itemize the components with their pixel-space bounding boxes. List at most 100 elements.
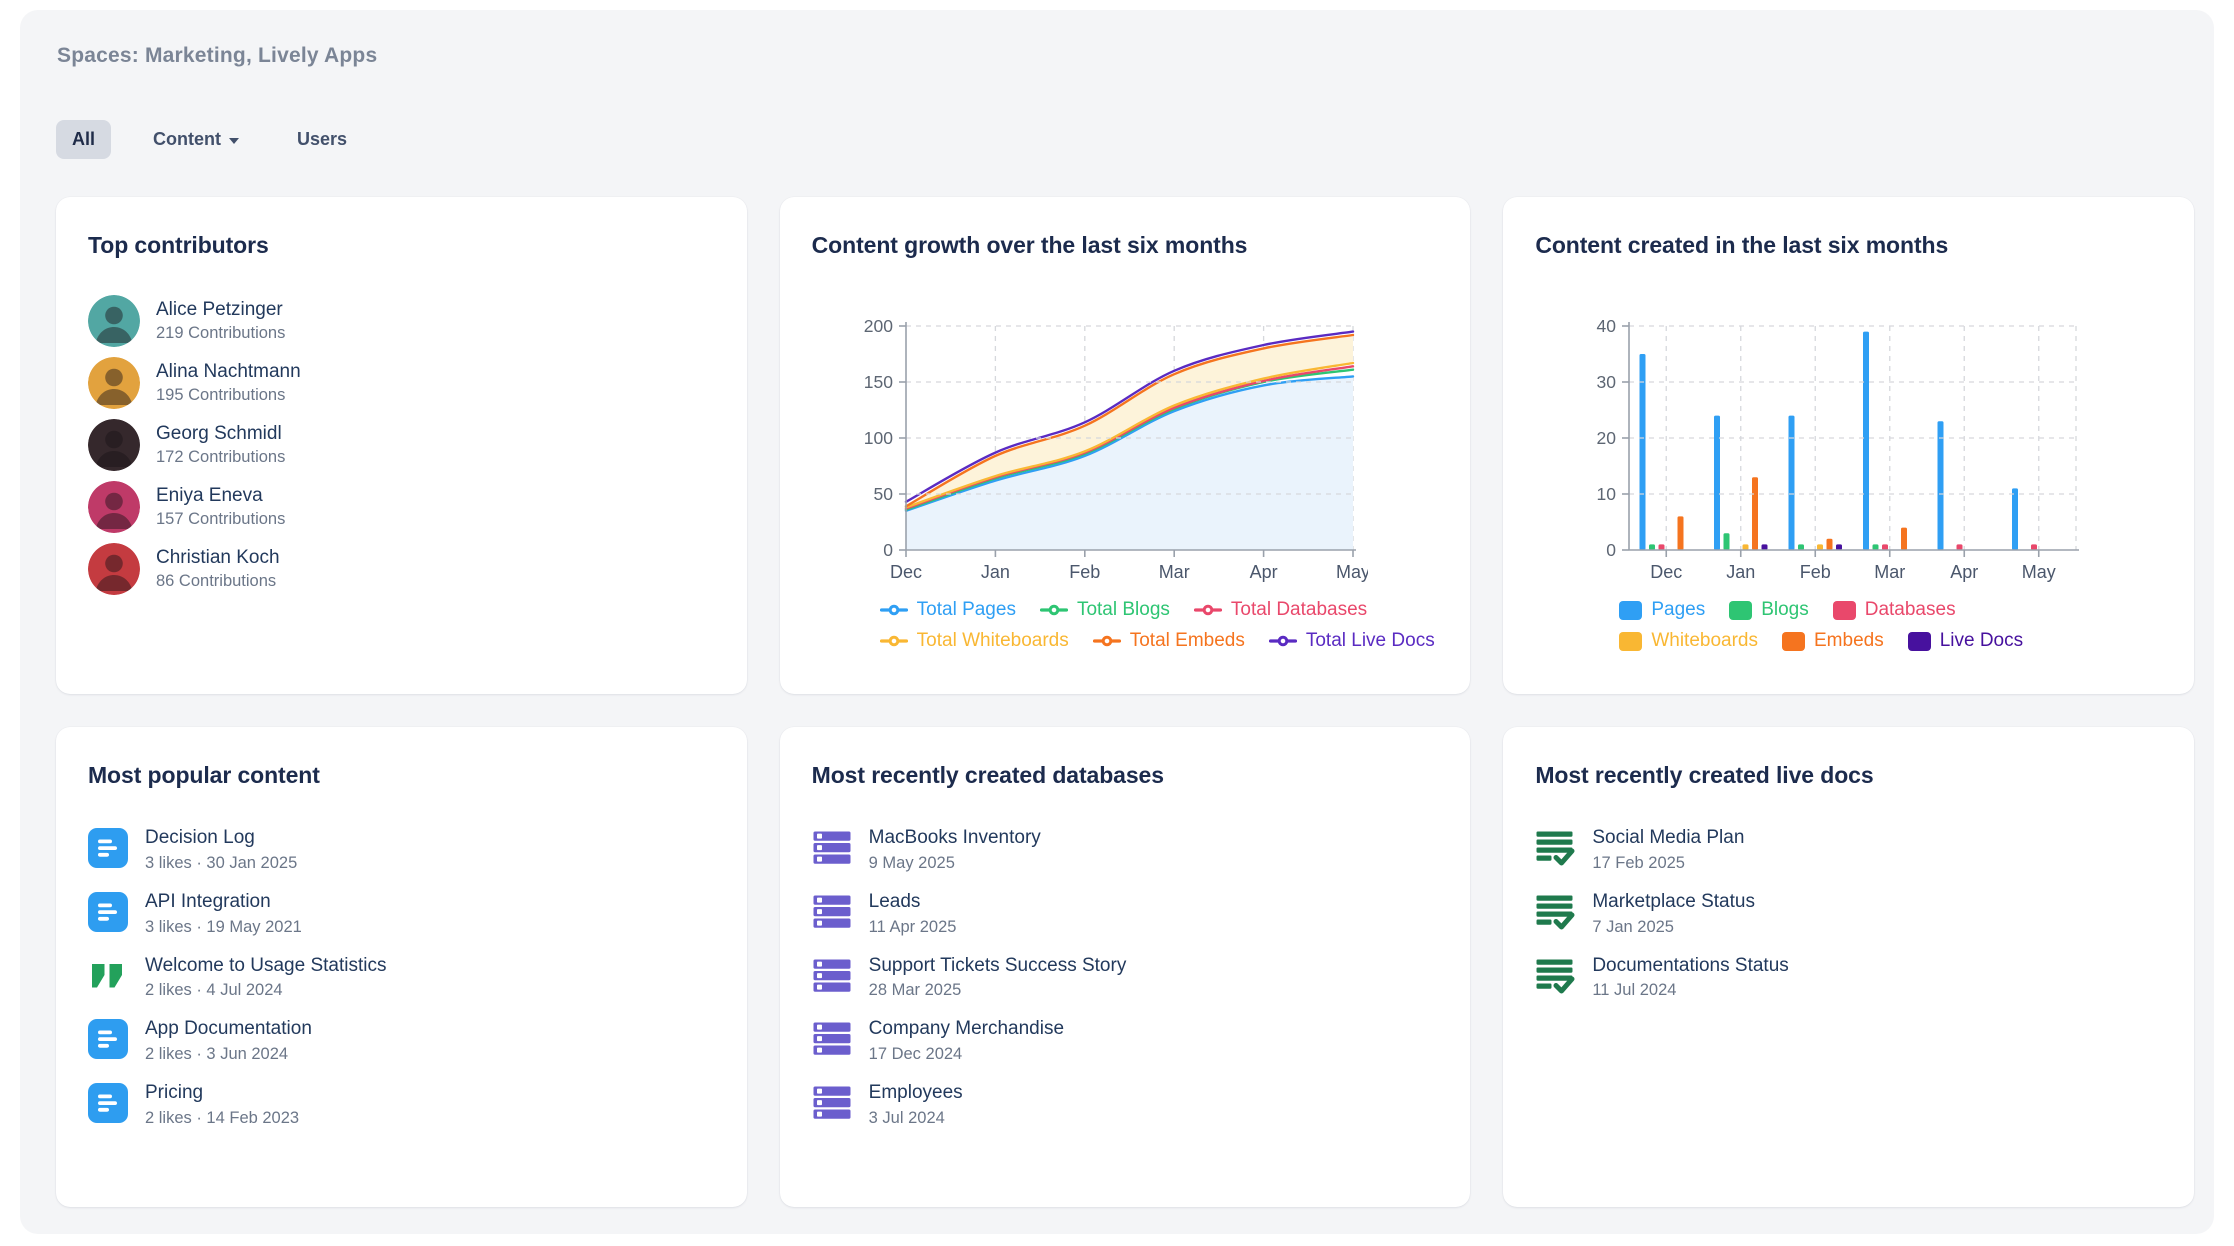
legend-item-pages[interactable]: Pages	[1619, 599, 1705, 621]
legend-swatch	[1832, 600, 1856, 620]
livedoc-item[interactable]: Documentations Status 11 Jul 2024	[1535, 955, 2164, 1001]
database-item[interactable]: Employees 3 Jul 2024	[812, 1082, 1441, 1128]
item-text: Company Merchandise 17 Dec 2024	[869, 1018, 1064, 1064]
database-item[interactable]: MacBooks Inventory 9 May 2025	[812, 827, 1441, 873]
database-icon	[813, 831, 851, 864]
legend-item-live-docs[interactable]: Live Docs	[1907, 630, 2023, 652]
content-growth-chart: 0 50 100 150 200 Dec Jan Feb Mar Apr May	[848, 313, 1441, 587]
line-legend-marker	[1193, 604, 1222, 616]
item-text: Support Tickets Success Story 28 Mar 2025	[869, 955, 1127, 1001]
item-meta: 3 likes · 30 Jan 2025	[145, 853, 298, 872]
legend-item-blogs[interactable]: Blogs	[1729, 599, 1809, 621]
tab-users-label: Users	[297, 129, 348, 149]
item-icon-wrap	[812, 956, 852, 996]
contributor-row[interactable]: Eniya Eneva 157 Contributions	[88, 481, 717, 533]
legend-item-total-pages[interactable]: Total Pages	[879, 599, 1016, 621]
svg-text:200: 200	[863, 316, 892, 336]
legend-row: Whiteboards Embeds Live Docs	[1619, 630, 2164, 652]
svg-text:May: May	[2022, 562, 2056, 582]
contributor-contributions: 86 Contributions	[156, 572, 277, 591]
item-text: Documentations Status 11 Jul 2024	[1592, 955, 1788, 1001]
contributor-name: Alice Petzinger	[156, 298, 283, 320]
popular-content-item[interactable]: Welcome to Usage Statistics 2 likes · 4 J…	[88, 955, 717, 1001]
legend-label: Whiteboards	[1651, 630, 1758, 651]
item-text: Marketplace Status 7 Jan 2025	[1592, 891, 1755, 937]
popular-content-item[interactable]: Decision Log 3 likes · 30 Jan 2025	[88, 827, 717, 873]
tab-all[interactable]: All	[56, 120, 112, 159]
contributor-row[interactable]: Alina Nachtmann 195 Contributions	[88, 357, 717, 409]
item-meta: 2 likes · 4 Jul 2024	[145, 981, 283, 1000]
legend-item-whiteboards[interactable]: Whiteboards	[1619, 630, 1758, 652]
legend-swatch	[1619, 600, 1643, 620]
contributor-name: Alina Nachtmann	[156, 360, 301, 382]
contributor-row[interactable]: Christian Koch 86 Contributions	[88, 543, 717, 595]
line-legend-marker	[1268, 635, 1297, 647]
tab-users[interactable]: Users	[281, 120, 363, 159]
legend-label: Total Embeds	[1129, 630, 1245, 651]
legend-item-total-databases[interactable]: Total Databases	[1193, 599, 1367, 621]
livedoc-item[interactable]: Social Media Plan 17 Feb 2025	[1535, 827, 2164, 873]
tab-content-label: Content	[153, 129, 221, 149]
popular-content-item[interactable]: API Integration 3 likes · 19 May 2021	[88, 891, 717, 937]
avatar	[88, 357, 140, 409]
livedoc-item[interactable]: Marketplace Status 7 Jan 2025	[1535, 891, 2164, 937]
page-icon	[88, 891, 128, 932]
avatar-wrap	[88, 543, 140, 595]
line-legend-marker	[1092, 635, 1121, 647]
item-icon-wrap	[1535, 956, 1575, 996]
card-recent-databases: Most recently created databases MacBooks…	[779, 727, 1471, 1207]
contributor-row[interactable]: Alice Petzinger 219 Contributions	[88, 295, 717, 347]
database-icon	[813, 1086, 851, 1119]
item-title: MacBooks Inventory	[868, 827, 1041, 848]
item-icon-wrap	[88, 891, 128, 932]
item-title: Support Tickets Success Story	[868, 954, 1127, 976]
card-title: Most recently created live docs	[1535, 762, 1874, 788]
legend-item-total-live-docs[interactable]: Total Live Docs	[1268, 630, 1435, 652]
database-item[interactable]: Company Merchandise 17 Dec 2024	[812, 1018, 1441, 1064]
svg-text:Jan: Jan	[981, 562, 1010, 582]
svg-text:40: 40	[1597, 316, 1617, 336]
recent-livedocs-list: Social Media Plan 17 Feb 2025 Marketplace …	[1535, 827, 2164, 1000]
item-icon-wrap	[812, 892, 852, 932]
livedoc-icon	[1536, 895, 1575, 930]
svg-text:Dec: Dec	[890, 562, 922, 582]
card-content-created: Content created in the last six months 0…	[1503, 197, 2194, 694]
legend-item-total-whiteboards[interactable]: Total Whiteboards	[879, 630, 1069, 652]
svg-text:Dec: Dec	[1651, 562, 1683, 582]
item-text: Welcome to Usage Statistics 2 likes · 4 J…	[145, 955, 386, 1001]
contributor-row[interactable]: Georg Schmidl 172 Contributions	[88, 419, 717, 471]
svg-text:Feb: Feb	[1800, 562, 1831, 582]
contributor-text: Eniya Eneva 157 Contributions	[156, 485, 285, 530]
page-title: Spaces: Marketing, Lively Apps	[57, 44, 378, 67]
item-meta: 11 Apr 2025	[868, 917, 957, 936]
svg-text:Jan: Jan	[1727, 562, 1756, 582]
item-icon-wrap	[88, 956, 128, 996]
line-legend-marker	[879, 604, 908, 616]
legend-item-total-embeds[interactable]: Total Embeds	[1092, 630, 1245, 652]
popular-content-item[interactable]: Pricing 2 likes · 14 Feb 2023	[88, 1082, 717, 1128]
item-text: Employees 3 Jul 2024	[869, 1082, 963, 1128]
database-item[interactable]: Support Tickets Success Story 28 Mar 2025	[812, 955, 1441, 1001]
database-item[interactable]: Leads 11 Apr 2025	[812, 891, 1441, 937]
page-icon	[88, 828, 128, 868]
item-text: App Documentation 2 likes · 3 Jun 2024	[145, 1018, 312, 1064]
content-created-chart-svg: 0 10 20 30 40 Dec Jan Feb Mar Apr May	[1597, 316, 2080, 582]
svg-text:Apr: Apr	[1249, 562, 1277, 582]
item-meta: 28 Mar 2025	[868, 981, 962, 1000]
legend-label: Databases	[1864, 599, 1956, 620]
card-title: Content created in the last six months	[1535, 232, 1949, 258]
item-meta: 17 Feb 2025	[1592, 853, 1685, 872]
popular-content-item[interactable]: App Documentation 2 likes · 3 Jun 2024	[88, 1018, 717, 1064]
item-meta: 2 likes · 3 Jun 2024	[145, 1045, 289, 1064]
tab-content[interactable]: Content	[137, 120, 255, 159]
avatar-wrap	[88, 419, 140, 471]
svg-text:10: 10	[1597, 484, 1617, 504]
legend-row: Pages Blogs Databases	[1619, 599, 2164, 621]
card-title: Content growth over the last six months	[811, 232, 1248, 258]
content-created-chart: 0 10 20 30 40 Dec Jan Feb Mar Apr May	[1571, 313, 2164, 587]
item-title: Pricing	[145, 1082, 204, 1104]
legend-label: Total Whiteboards	[916, 630, 1069, 651]
legend-item-total-blogs[interactable]: Total Blogs	[1039, 599, 1170, 621]
legend-item-databases[interactable]: Databases	[1832, 599, 1956, 621]
legend-item-embeds[interactable]: Embeds	[1782, 630, 1884, 652]
